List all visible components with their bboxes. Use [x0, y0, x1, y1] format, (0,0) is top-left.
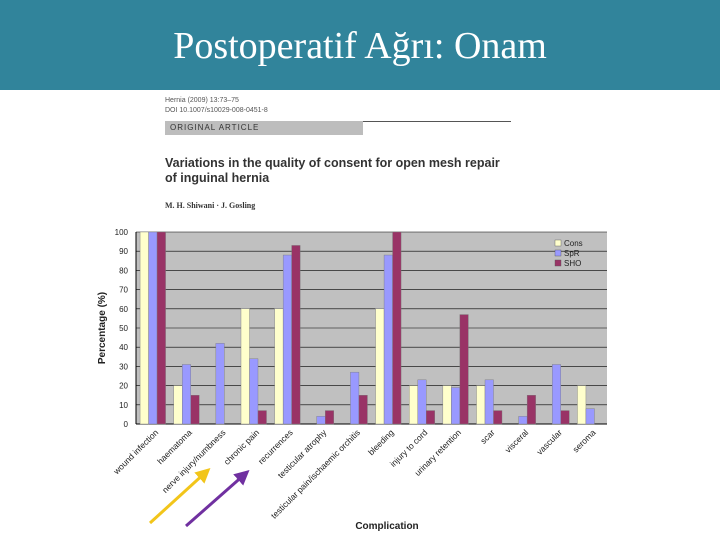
- bar-cons-13: [577, 385, 587, 425]
- bar-spr-5: [316, 416, 326, 425]
- title-banner: [0, 0, 720, 90]
- y-tick-label: 50: [119, 324, 128, 333]
- bar-spr-13: [585, 408, 595, 425]
- bar-sho-8: [426, 410, 435, 425]
- x-tick-label: seroma: [570, 427, 597, 454]
- bar-spr-11: [518, 416, 528, 425]
- bar-spr-10: [484, 379, 494, 425]
- x-tick-label: scar: [478, 427, 497, 446]
- y-tick-label: 20: [119, 382, 128, 391]
- bar-sho-0: [156, 231, 166, 425]
- x-tick-label: visceral: [503, 427, 531, 455]
- bar-cons-1: [173, 385, 183, 425]
- y-tick-label: 100: [115, 228, 129, 237]
- bar-spr-9: [451, 387, 461, 425]
- bar-cons-8: [409, 385, 418, 425]
- bar-cons-0: [139, 231, 149, 425]
- y-tick-label: 60: [119, 305, 128, 314]
- bar-sho-9: [459, 314, 469, 425]
- bar-cons-9: [442, 385, 452, 425]
- paper-authors: M. H. Shiwani · J. Gosling: [165, 201, 256, 210]
- bar-spr-8: [417, 379, 427, 425]
- y-tick-label: 40: [119, 343, 128, 352]
- bar-spr-7: [383, 254, 393, 425]
- bar-cons-7: [375, 308, 385, 425]
- bar-spr-0: [148, 231, 158, 425]
- article-type-label: ORIGINAL ARTICLE: [170, 123, 260, 132]
- bar-spr-12: [552, 364, 561, 425]
- bar-sho-4: [291, 245, 301, 425]
- paper-title: Variations in the quality of consent for…: [165, 156, 525, 186]
- bar-sho-10: [493, 410, 503, 425]
- article-type-bar: [165, 121, 363, 135]
- legend-swatch: [554, 239, 562, 247]
- bar-sho-3: [257, 410, 267, 425]
- legend-label: SpR: [564, 249, 580, 258]
- annotation-arrow-1: [148, 467, 211, 525]
- legend-label: Cons: [564, 239, 583, 248]
- paper-title-line-1: Variations in the quality of consent for…: [165, 156, 500, 170]
- bar-cons-3: [240, 308, 250, 425]
- legend-swatch: [554, 259, 562, 267]
- bar-spr-3: [249, 358, 259, 425]
- legend-label: SHO: [564, 259, 581, 268]
- bar-cons-4: [274, 308, 284, 425]
- x-tick-label: chronic pain: [222, 427, 262, 467]
- journal-citation: Hernia (2009) 13:73–75: [165, 97, 239, 104]
- header-rule: [363, 121, 511, 122]
- x-tick-label: wound infection: [111, 427, 161, 477]
- doi-line: DOI 10.1007/s10029-008-0451-8: [165, 107, 268, 114]
- bar-sho-12: [560, 410, 570, 425]
- legend-swatch: [554, 249, 562, 257]
- paper-title-line-2: of inguinal hernia: [165, 171, 270, 185]
- y-tick-label: 0: [124, 420, 129, 429]
- bar-cons-10: [476, 385, 486, 425]
- y-tick-label: 10: [119, 401, 128, 410]
- bar-sho-5: [325, 410, 334, 425]
- x-tick-label: bleeding: [366, 427, 396, 457]
- bar-sho-6: [358, 395, 368, 425]
- bar-spr-1: [182, 364, 191, 425]
- bar-spr-6: [350, 371, 360, 425]
- bar-spr-4: [282, 254, 292, 425]
- y-tick-label: 80: [119, 266, 128, 275]
- x-tick-label: vascular: [534, 427, 564, 457]
- bar-sho-1: [190, 395, 200, 425]
- x-axis-title: Complication: [355, 521, 418, 532]
- y-tick-label: 90: [119, 247, 128, 256]
- bar-sho-11: [526, 395, 536, 425]
- annotation-arrow-2: [185, 470, 250, 528]
- y-axis-title: Percentage (%): [97, 292, 108, 364]
- y-tick-label: 30: [119, 362, 128, 371]
- bar-spr-2: [215, 343, 225, 425]
- y-tick-label: 70: [119, 286, 128, 295]
- bar-sho-7: [392, 231, 402, 425]
- slide-title: Postoperatif Ağrı: Onam: [173, 25, 547, 67]
